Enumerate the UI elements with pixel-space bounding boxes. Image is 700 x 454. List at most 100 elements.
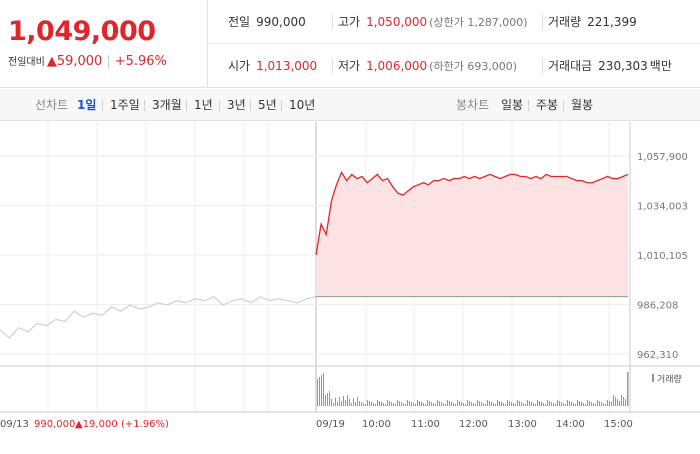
volume-bar xyxy=(561,402,562,406)
tab-period-1w[interactable]: 1주일 xyxy=(110,98,140,112)
y-tick-label: 1,057,900 xyxy=(637,152,688,163)
volume-bar xyxy=(487,400,488,406)
x-tick-label: 09/19 xyxy=(316,419,345,430)
volume-bar xyxy=(555,404,556,406)
volume-bar xyxy=(347,395,348,406)
volume-bar xyxy=(379,401,380,406)
volume-legend-swatch xyxy=(652,374,654,382)
volume-bar xyxy=(593,403,594,406)
volume-bar xyxy=(597,400,598,406)
tab-candle-weekly[interactable]: 주봉 xyxy=(536,98,559,112)
volume-bar xyxy=(517,400,518,406)
volume-bar xyxy=(407,400,408,406)
change-label: 전일대비 xyxy=(8,57,45,68)
volume-bar xyxy=(537,400,538,406)
volume-bar xyxy=(335,398,336,406)
volume-bar xyxy=(603,403,604,406)
tab-period-1d[interactable]: 1일 xyxy=(77,98,97,112)
x-tick-label: 15:00 xyxy=(604,419,633,430)
volume-bar xyxy=(453,403,454,406)
up-arrow-icon: ▲ xyxy=(46,54,57,69)
volume-bar xyxy=(607,400,608,406)
series-today xyxy=(315,170,629,256)
volume-bar xyxy=(619,401,620,406)
volume-bar xyxy=(483,403,484,406)
volume-bar xyxy=(613,395,614,406)
volume-bar xyxy=(393,403,394,406)
volume-bar xyxy=(359,401,360,406)
volume-bar xyxy=(341,401,342,406)
tab-period-3m[interactable]: 3개월 xyxy=(152,98,182,112)
volume-bar xyxy=(579,401,580,406)
volume-bar xyxy=(463,403,464,406)
volume-bar xyxy=(327,393,328,406)
volume-bar xyxy=(577,400,578,406)
volume-bar xyxy=(479,401,480,406)
volume-bar xyxy=(431,402,432,406)
volume-bar xyxy=(489,401,490,406)
y-tick-label: 1,034,003 xyxy=(637,202,688,213)
volume-bar xyxy=(317,379,318,406)
volume-bar xyxy=(383,403,384,406)
volume-bar xyxy=(503,403,504,406)
volume-bar xyxy=(419,401,420,406)
volume-bar xyxy=(447,400,448,406)
tab-period-10y[interactable]: 10년 xyxy=(289,98,316,112)
volume-bar xyxy=(527,400,528,406)
volume-bar xyxy=(459,401,460,406)
volume-bar xyxy=(373,403,374,406)
volume-bar xyxy=(353,398,354,406)
volume-bar xyxy=(471,402,472,406)
line-chart-label: 선차트 xyxy=(35,98,69,112)
volume-bar xyxy=(441,402,442,406)
volume-bar xyxy=(385,404,386,406)
volume-bar xyxy=(573,403,574,406)
x-tick-label: 14:00 xyxy=(556,419,585,430)
volume-bar xyxy=(345,400,346,406)
volume-bar xyxy=(417,400,418,406)
volume-bar xyxy=(411,402,412,406)
volume-bar xyxy=(521,402,522,406)
change-divider: | xyxy=(106,54,111,69)
volume-bar xyxy=(425,404,426,406)
volume-bar xyxy=(563,403,564,406)
tab-candle-daily[interactable]: 일봉 xyxy=(501,98,524,112)
volume-bar xyxy=(329,391,330,406)
volume-bar xyxy=(601,402,602,406)
volume-bar xyxy=(369,401,370,406)
volume-bar xyxy=(477,400,478,406)
current-price: 1,049,000 xyxy=(8,16,156,47)
volume-bar xyxy=(473,403,474,406)
volume-bar xyxy=(423,403,424,406)
volume-bar xyxy=(545,404,546,406)
volume-bar xyxy=(339,397,340,406)
volume-bar xyxy=(505,404,506,406)
y-tick-label: 962,310 xyxy=(637,350,678,361)
volume-bar xyxy=(501,402,502,406)
tab-period-5y[interactable]: 5년 xyxy=(258,98,277,112)
volume-bar xyxy=(581,402,582,406)
volume-bar xyxy=(461,402,462,406)
volume-bar xyxy=(605,404,606,406)
volume-bar xyxy=(405,404,406,406)
volume-bar xyxy=(481,402,482,406)
volume-bar xyxy=(515,404,516,406)
volume-bar xyxy=(337,402,338,406)
volume-bar xyxy=(433,403,434,406)
volume-bar xyxy=(363,403,364,406)
volume-bar xyxy=(539,401,540,406)
volume-bar xyxy=(377,400,378,406)
prev-day-pct: (+1.96%) xyxy=(121,419,169,430)
volume-bar xyxy=(569,401,570,406)
volume-bar xyxy=(437,400,438,406)
tab-candle-monthly[interactable]: 월봉 xyxy=(571,98,594,112)
stat-prev-close: 전일 990,000 xyxy=(228,15,306,29)
tab-period-3y[interactable]: 3년 xyxy=(227,98,246,112)
tab-period-1y[interactable]: 1년 xyxy=(194,98,213,112)
price-chart[interactable]: 1,057,900 1,034,003 1,010,105 986,208 962,31… xyxy=(0,122,700,450)
quote-header: 1,049,000 전일대비 ▲59,000 | +5.96% 전일 990,000 고… xyxy=(0,0,700,88)
chart-svg[interactable]: 1,057,900 1,034,003 1,010,105 986,208 962,31… xyxy=(0,122,700,450)
volume-bar xyxy=(625,399,626,406)
volume-bar xyxy=(357,397,358,406)
stat-open: 시가 1,013,000 xyxy=(228,59,318,73)
